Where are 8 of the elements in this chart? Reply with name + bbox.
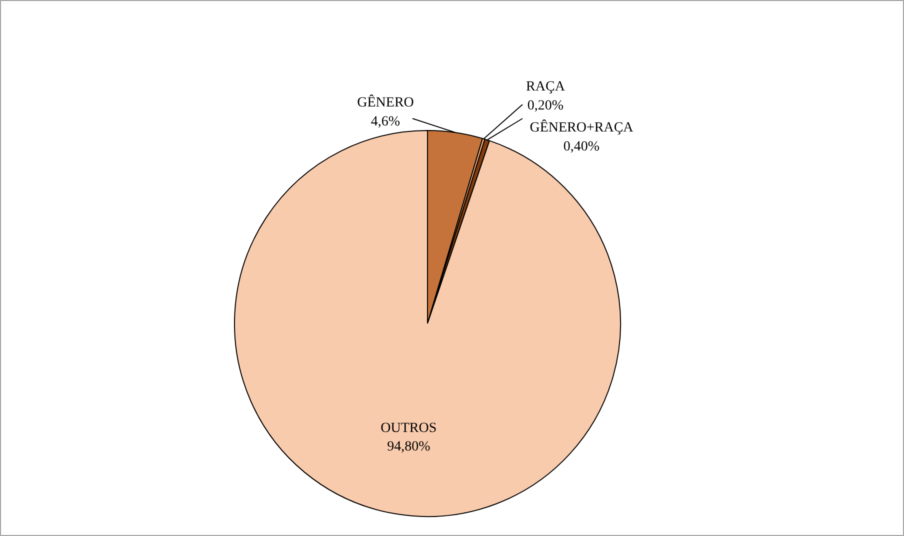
data-label: 0,20% [527,98,564,114]
slice-label: GÊNERO [357,94,414,111]
slice-label: GÊNERO+RAÇA [530,118,634,136]
data-label: 4,6% [370,114,400,130]
data-label: 94,80% [387,440,431,455]
slice-label: RAÇA [526,80,566,95]
data-label: 0,40% [563,139,600,154]
slice-label: OUTROS [380,420,437,436]
